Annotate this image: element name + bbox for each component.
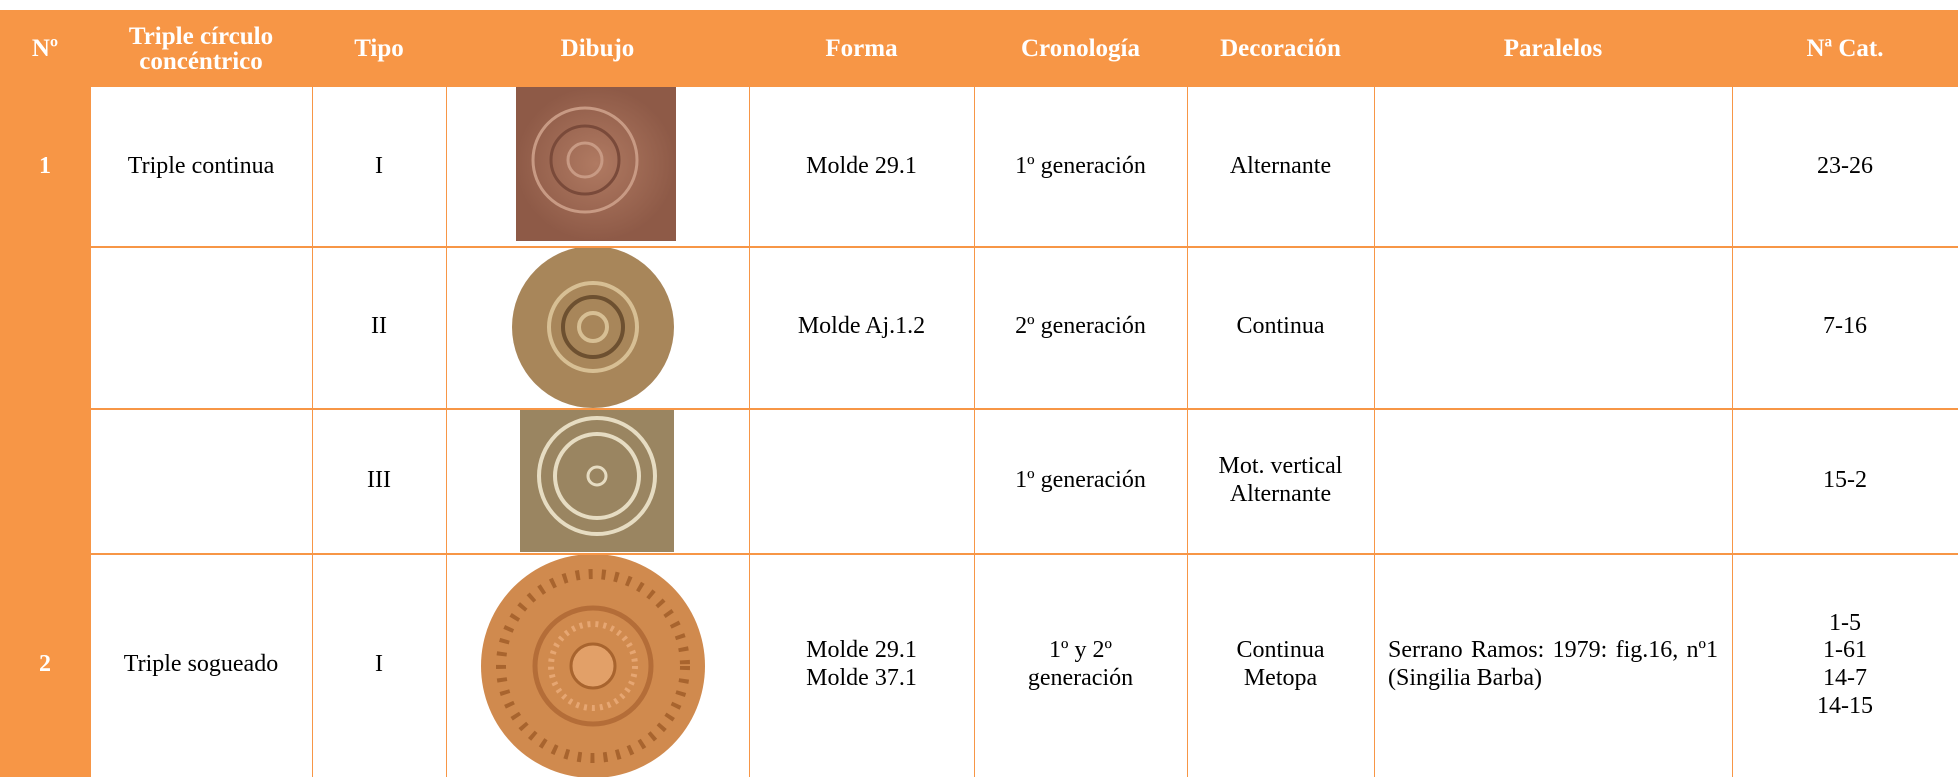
column-rule <box>974 87 975 777</box>
deco-line: Continua <box>1236 637 1325 664</box>
crono-line: 2º generación <box>1015 313 1146 340</box>
paralelos-text: Serrano Ramos: 1979: fig.16, nº1 (Singil… <box>1388 637 1718 691</box>
cat-line: 7-16 <box>1823 313 1867 340</box>
column-rule <box>1187 87 1188 777</box>
tipo-cell: I <box>312 87 446 246</box>
header-cell: Forma <box>825 35 898 62</box>
forma-line: Molde 29.1 <box>806 637 917 664</box>
forma-line: Molde 29.1 <box>806 152 917 179</box>
circle-text: Triple sogueado <box>123 651 279 678</box>
header-cell: Nº <box>31 35 59 62</box>
crono-cell: 1º generación <box>974 408 1187 553</box>
crono-cell: 2º generación <box>974 246 1187 408</box>
cat-cell: 23-26 <box>1732 87 1958 246</box>
forma-line: Molde 37.1 <box>806 665 917 691</box>
header-cell: Paralelos <box>1503 35 1603 62</box>
no-text: 2 <box>39 651 51 678</box>
crono-cell: 1º generación <box>974 87 1187 246</box>
crono-line: 1º generación <box>1015 152 1146 179</box>
crono-line: 1º generación <box>1015 466 1146 493</box>
column-rule <box>1374 87 1375 777</box>
drawing-3 <box>520 408 674 552</box>
cat-cell: 15-2 <box>1732 408 1958 553</box>
forma-cell: Molde 29.1 Molde 37.1 <box>749 553 974 777</box>
deco-line: Mot. vertical <box>1218 452 1343 479</box>
cat-line: 1-61 <box>1823 637 1867 664</box>
row-rule <box>0 246 1958 248</box>
column-rule <box>312 87 313 777</box>
forma-cell: Molde Aj.1.2 <box>749 246 974 408</box>
circle-text: Triple continua <box>127 152 275 179</box>
paralelos-cell: Serrano Ramos: 1979: fig.16, nº1 (Singil… <box>1374 553 1732 777</box>
cat-line: 14-7 <box>1823 665 1867 691</box>
header-cell: Triple círculo concéntrico <box>128 22 274 75</box>
deco-cell: Continua Metopa <box>1187 553 1374 777</box>
forma-line: Molde Aj.1.2 <box>797 313 926 340</box>
drawing-4 <box>481 554 705 777</box>
cat-cell: 7-16 <box>1732 246 1958 408</box>
header-cell: Tipo <box>354 35 404 62</box>
tipo-cell: II <box>312 246 446 408</box>
row-rule <box>0 408 1958 410</box>
cat-line: 1-5 <box>1829 609 1861 636</box>
deco-cell: Alternante <box>1187 87 1374 246</box>
header-cell: Decoración <box>1220 35 1341 62</box>
tipo-text: I <box>375 651 383 678</box>
deco-cell: Mot. vertical Alternante <box>1187 408 1374 553</box>
column-rule <box>90 87 91 777</box>
circle-cell: Triple continua <box>90 87 312 246</box>
no-text: 1 <box>39 152 51 179</box>
no-cell: 1 <box>0 87 90 246</box>
deco-line: Metopa <box>1243 665 1318 691</box>
deco-line: Alternante <box>1229 480 1332 507</box>
drawing-1 <box>516 87 676 241</box>
cat-line: 15-2 <box>1823 466 1867 493</box>
tipo-cell: III <box>312 408 446 553</box>
column-rule <box>1732 87 1733 777</box>
no-cell: 2 <box>0 553 90 777</box>
tipo-text: II <box>371 313 387 340</box>
header-cell: Cronología <box>1021 35 1140 62</box>
column-rule <box>446 87 447 777</box>
header-band <box>0 10 1958 87</box>
deco-line: Alternante <box>1229 152 1332 179</box>
tipo-text: I <box>375 152 383 179</box>
crono-cell: 1º y 2º generación <box>974 553 1187 777</box>
crono-line: 1º y 2º <box>1049 637 1112 664</box>
crono-line: generación <box>1027 665 1134 691</box>
deco-line: Continua <box>1236 313 1325 340</box>
cat-line: 23-26 <box>1817 152 1873 179</box>
header-cell: Dibujo <box>560 35 635 62</box>
tipo-cell: I <box>312 553 446 777</box>
cat-cell: 1-5 1-61 14-7 14-15 <box>1732 553 1958 777</box>
tipo-text: III <box>367 466 391 493</box>
column-rule <box>749 87 750 777</box>
number-column <box>0 87 90 777</box>
drawing-2 <box>512 246 674 408</box>
circle-cell: Triple sogueado <box>90 553 312 777</box>
cat-line: 14-15 <box>1817 692 1873 719</box>
deco-cell: Continua <box>1187 246 1374 408</box>
row-rule <box>0 553 1958 555</box>
header-cell: Nª Cat. <box>1806 35 1884 62</box>
forma-cell: Molde 29.1 <box>749 87 974 246</box>
